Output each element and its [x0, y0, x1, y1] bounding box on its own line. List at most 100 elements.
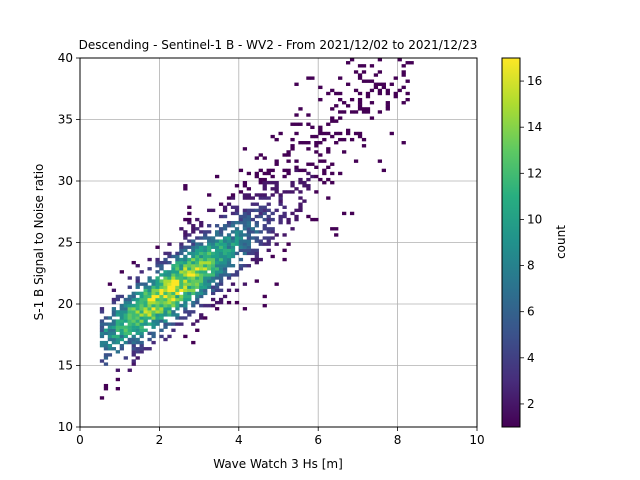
histogram-cell — [242, 208, 248, 213]
histogram-cell — [361, 107, 367, 111]
histogram-cell — [191, 267, 196, 271]
histogram-cell — [234, 220, 240, 225]
histogram-cell — [163, 322, 168, 326]
histogram-cell — [377, 159, 383, 163]
histogram-cell — [179, 304, 184, 308]
y-tick-label: 40 — [58, 51, 73, 65]
histogram-cell — [230, 220, 236, 225]
histogram-cell — [203, 288, 208, 293]
histogram-cell — [234, 211, 240, 216]
histogram-cell — [298, 168, 303, 173]
histogram-cell — [349, 137, 355, 142]
histogram-cell — [314, 144, 319, 148]
histogram-cell — [330, 171, 335, 176]
histogram-cell — [258, 257, 263, 262]
histogram-cell — [199, 220, 204, 225]
histogram-cell — [349, 58, 355, 62]
histogram-cell — [115, 334, 120, 339]
histogram-cell — [246, 196, 252, 200]
histogram-cell — [234, 242, 240, 246]
histogram-cell — [179, 242, 184, 246]
histogram-cell — [167, 322, 172, 326]
histogram-cell — [183, 285, 188, 289]
histogram-cell — [115, 340, 120, 345]
histogram-cell — [115, 319, 120, 323]
histogram-cell — [282, 233, 287, 237]
histogram-cell — [187, 270, 192, 274]
histogram-cell — [250, 202, 255, 206]
histogram-cell — [318, 159, 323, 163]
histogram-cell — [131, 304, 136, 308]
histogram-cell — [338, 91, 343, 96]
histogram-cell — [214, 288, 220, 293]
histogram-cell — [338, 116, 343, 120]
histogram-cell — [135, 337, 140, 342]
histogram-cell — [270, 227, 275, 231]
histogram-cell — [159, 313, 164, 317]
histogram-cell — [357, 101, 363, 105]
histogram-cell — [238, 248, 244, 253]
histogram-cell — [254, 214, 259, 219]
histogram-cell — [199, 276, 204, 280]
histogram-cell — [195, 319, 200, 323]
histogram-cell — [179, 273, 184, 277]
histogram-cell — [246, 242, 252, 246]
histogram-cell — [159, 273, 164, 277]
histogram-cell — [334, 227, 339, 231]
histogram-cell — [191, 285, 196, 289]
histogram-cell — [171, 297, 176, 302]
histogram-cell — [377, 82, 383, 86]
histogram-cell — [218, 267, 224, 271]
histogram-cell — [187, 217, 192, 222]
histogram-cell — [310, 217, 315, 222]
y-axis-ticks: 10 15 20 25 30 35 40 — [58, 51, 80, 434]
histogram-cell — [238, 257, 244, 262]
histogram-cell — [234, 239, 240, 243]
histogram-cell — [282, 211, 287, 216]
histogram-cell — [131, 340, 136, 345]
histogram-cell — [147, 337, 152, 342]
histogram-cell — [238, 220, 244, 225]
histogram-cell — [330, 227, 335, 231]
histogram-cell — [175, 291, 180, 296]
histogram-cell — [135, 264, 140, 268]
histogram-cell — [250, 217, 255, 222]
histogram-cell — [290, 147, 295, 151]
y-tick-label: 35 — [58, 113, 73, 127]
histogram-cell — [163, 270, 168, 274]
histogram-cell — [195, 248, 200, 253]
histogram-cell — [127, 337, 132, 342]
histogram-cell — [389, 131, 394, 136]
histogram-cell — [191, 230, 196, 234]
histogram-cell — [135, 322, 140, 326]
histogram-cell — [369, 88, 375, 93]
histogram-cell — [171, 310, 176, 314]
x-tick-label: 10 — [469, 433, 484, 447]
histogram-cell — [123, 307, 128, 311]
histogram-cell — [183, 297, 188, 302]
histogram-cell — [175, 251, 180, 256]
histogram-cell — [175, 282, 180, 286]
histogram-cell — [131, 310, 136, 314]
histogram-cell — [163, 307, 168, 311]
histogram-cell — [135, 297, 140, 302]
histogram-cell — [135, 356, 140, 360]
histogram-cell — [139, 291, 144, 296]
histogram-cell — [218, 227, 224, 231]
histogram-cell — [393, 91, 398, 96]
histogram-cell — [230, 248, 236, 253]
histogram-cell — [207, 248, 212, 253]
histogram-cell — [381, 85, 386, 90]
histogram-cell — [147, 322, 152, 326]
histogram-cell — [123, 356, 128, 360]
histogram-cell — [254, 254, 259, 259]
histogram-cell — [155, 291, 160, 296]
histogram-cell — [135, 325, 140, 329]
histogram-cell — [143, 322, 148, 326]
histogram-cell — [274, 187, 279, 191]
histogram-cell — [139, 294, 144, 299]
histogram-cell — [266, 217, 271, 222]
histogram-cell — [353, 70, 359, 74]
histogram-cell — [171, 288, 176, 293]
histogram-cell — [230, 273, 236, 277]
